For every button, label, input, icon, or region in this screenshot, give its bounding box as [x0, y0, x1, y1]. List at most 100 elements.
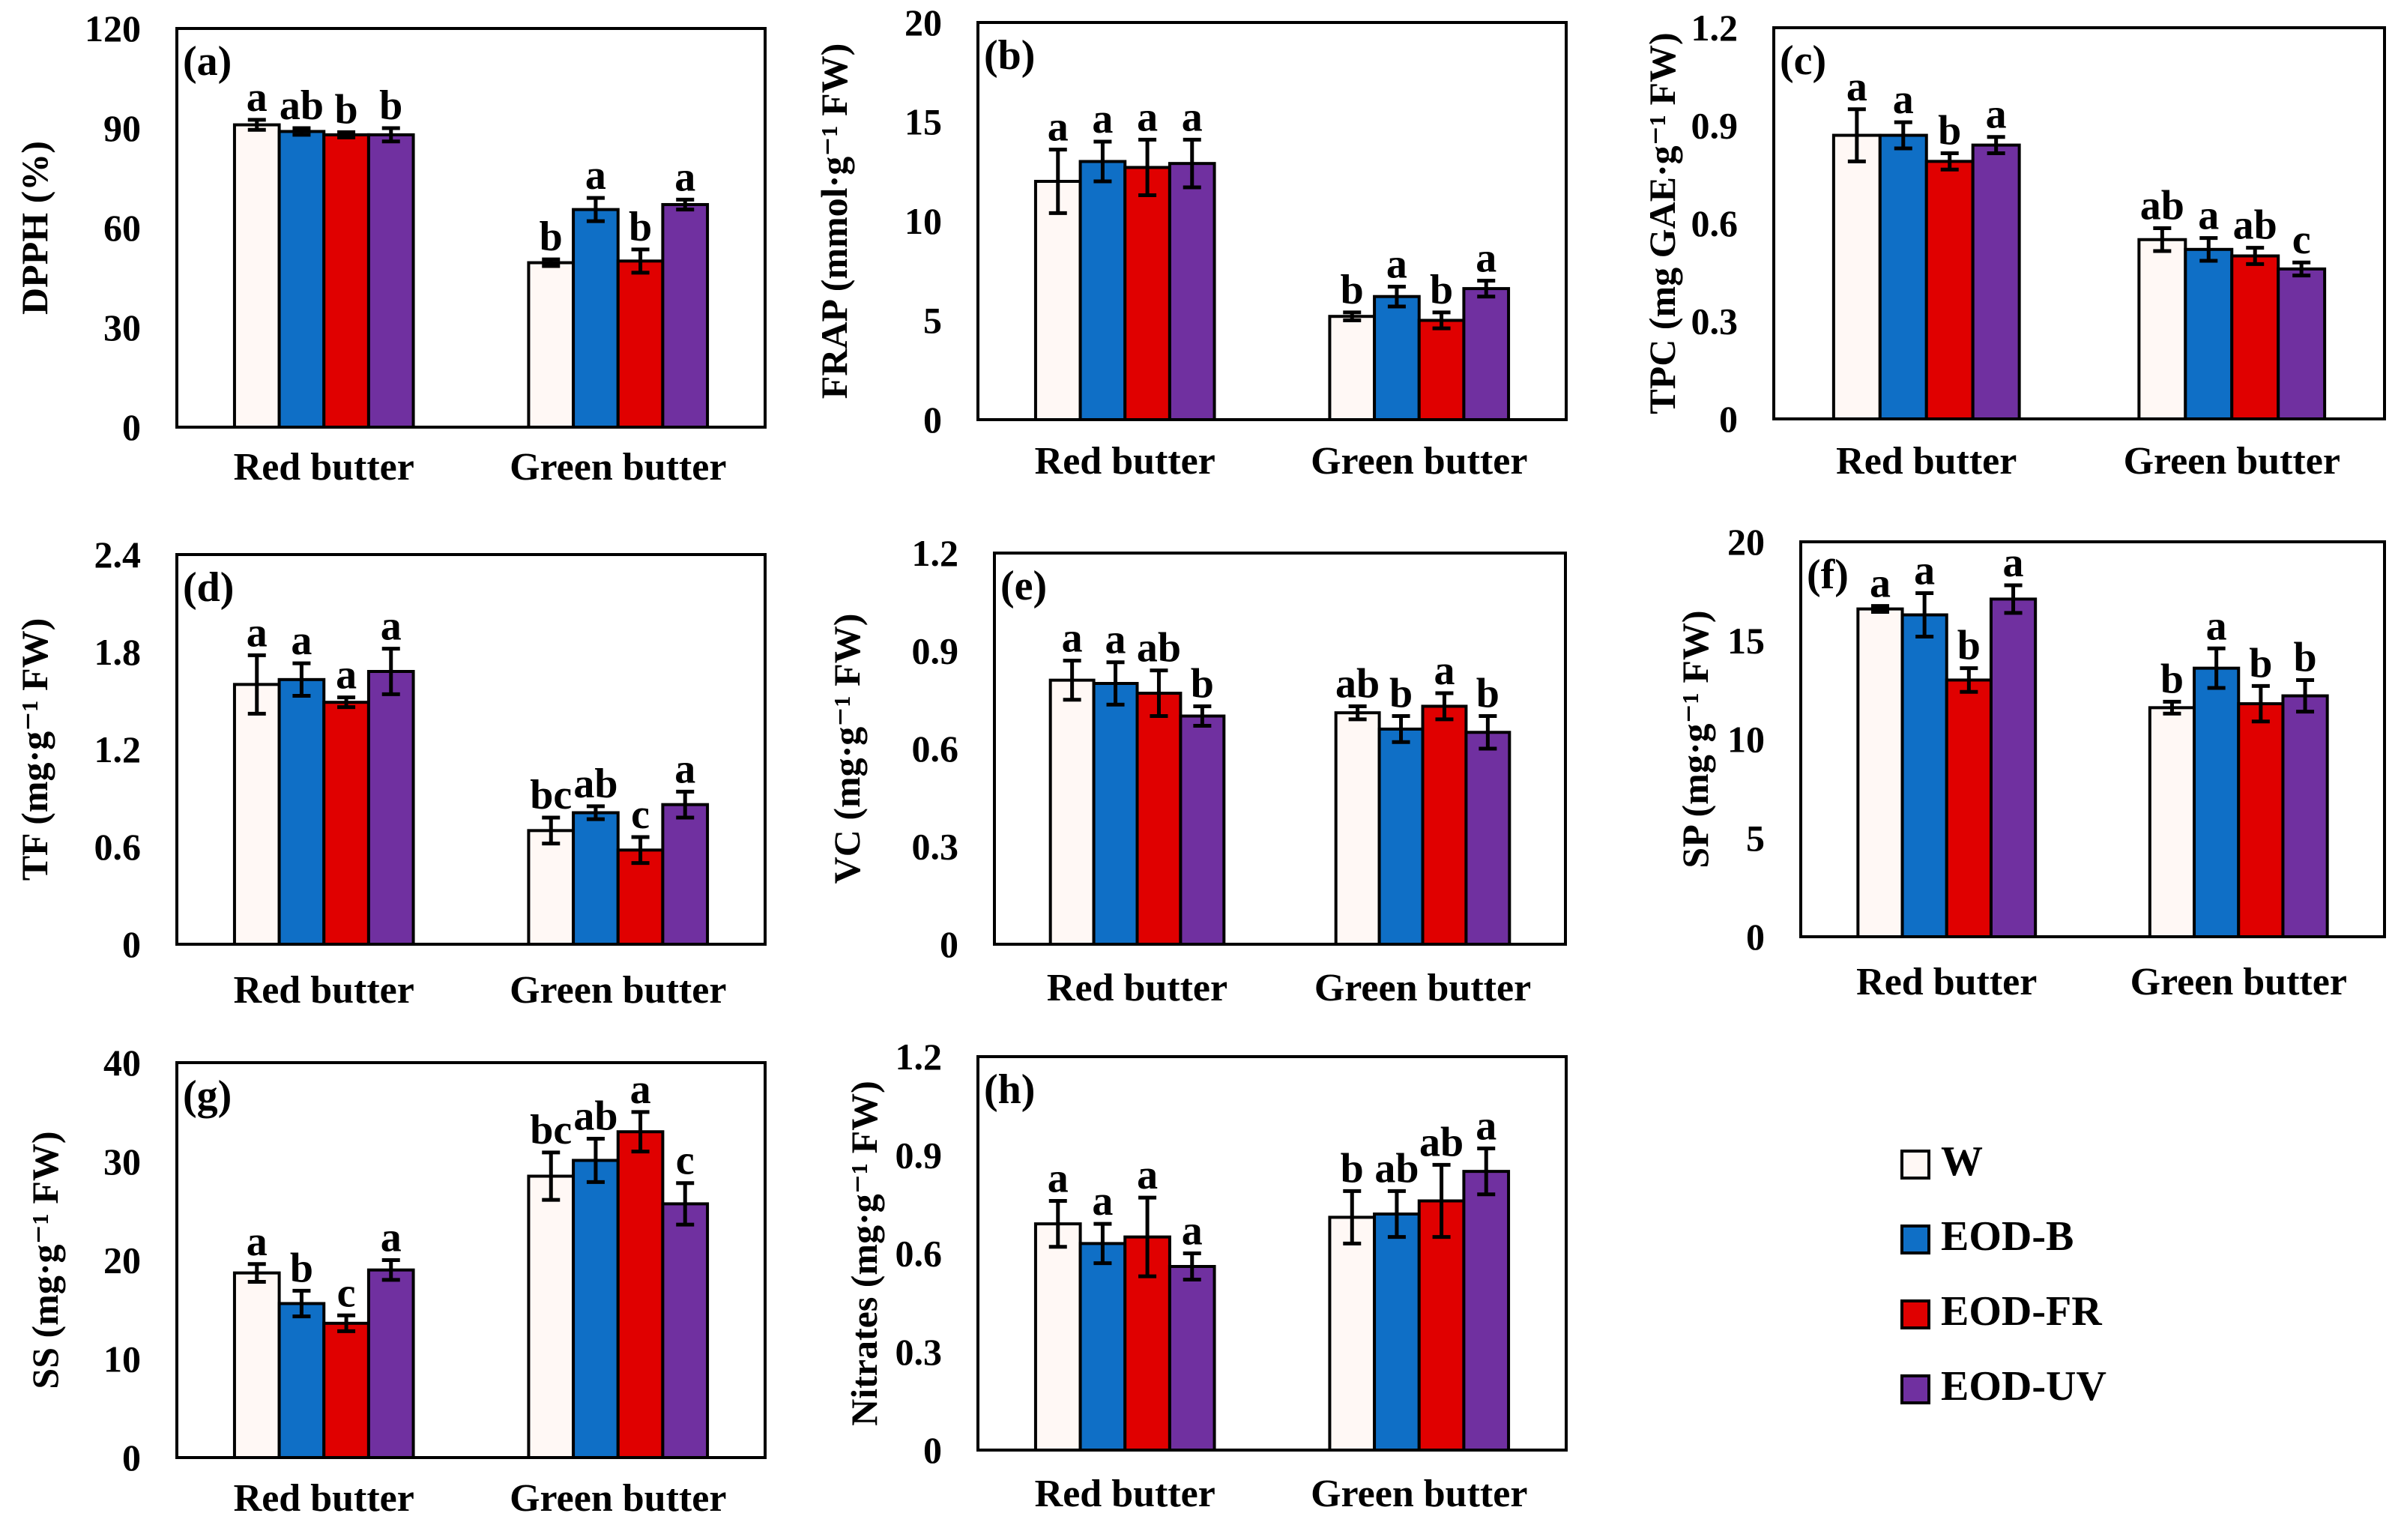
- significance-letter: a: [1846, 64, 1867, 110]
- y-tick-label: 10: [904, 200, 942, 242]
- y-axis-label: VC (mg·g⁻¹ FW): [826, 614, 868, 884]
- bar-w: [2137, 238, 2187, 420]
- bar-eod-b: [1900, 613, 1948, 938]
- y-tick-label: 0.3: [896, 1331, 943, 1373]
- significance-letter: b: [1938, 107, 1961, 154]
- panel-label: (g): [183, 1072, 232, 1119]
- y-tick-label: 0: [940, 923, 958, 965]
- bar-eod-fr: [616, 1130, 665, 1459]
- y-tick-label: 0.6: [94, 826, 142, 868]
- legend-label-eod-fr: EOD-FR: [1941, 1288, 2102, 1335]
- y-tick-label: 20: [103, 1239, 141, 1281]
- panel-label: (d): [183, 564, 234, 611]
- legend-swatch-w: [1900, 1150, 1930, 1180]
- significance-letter: b: [2160, 656, 2184, 702]
- bar-eod-b: [1377, 727, 1425, 946]
- legend-label-eod-b: EOD-B: [1941, 1213, 2074, 1260]
- y-tick-label: 0.3: [912, 826, 959, 868]
- bar-eod-fr: [1417, 318, 1466, 421]
- significance-letter: a: [1870, 561, 1891, 607]
- significance-letter: a: [1062, 615, 1083, 662]
- y-tick-label: 0: [122, 406, 141, 448]
- x-category-label: Green butter: [510, 446, 726, 489]
- bar-eod-b: [572, 208, 620, 429]
- significance-letter: bc: [530, 772, 572, 818]
- significance-letter: a: [247, 609, 268, 656]
- bar-eod-uv: [661, 202, 710, 429]
- legend-label-eod-uv: EOD-UV: [1941, 1363, 2106, 1410]
- panel-label: (h): [984, 1066, 1035, 1113]
- significance-letter: ab: [2140, 183, 2184, 229]
- y-tick-label: 0: [1719, 398, 1738, 440]
- y-axis-label: SP (mg·g⁻¹ FW): [1674, 610, 1716, 868]
- x-category-label: Green butter: [2130, 961, 2347, 1003]
- bar-eod-b: [1078, 160, 1127, 421]
- bar-eod-fr: [616, 259, 665, 429]
- bar-eod-fr: [1421, 704, 1468, 946]
- significance-letter: a: [1105, 617, 1126, 663]
- significance-letter: a: [1048, 104, 1069, 151]
- significance-letter: b: [1341, 267, 1364, 313]
- y-tick-label: 1.2: [912, 532, 959, 574]
- significance-letter: a: [247, 74, 268, 121]
- bar-eod-uv: [661, 1202, 710, 1459]
- bar-eod-fr: [2237, 702, 2285, 938]
- significance-letter: ab: [280, 82, 324, 129]
- bar-eod-uv: [661, 803, 710, 946]
- significance-letter: ab: [1335, 660, 1380, 707]
- bar-eod-uv: [2277, 267, 2327, 420]
- significance-letter: ab: [1374, 1145, 1419, 1192]
- significance-letter: a: [674, 154, 695, 200]
- bar-eod-b: [1373, 1213, 1421, 1452]
- bar-eod-fr: [322, 701, 370, 946]
- significance-letter: a: [1476, 1103, 1497, 1150]
- y-tick-label: 30: [103, 1141, 141, 1183]
- x-category-label: Red butter: [1856, 961, 2037, 1003]
- significance-letter: a: [247, 1219, 268, 1265]
- panel-label: (e): [1000, 563, 1047, 609]
- bar-eod-fr: [1417, 1199, 1466, 1452]
- x-category-label: Red butter: [1035, 1473, 1215, 1515]
- bar-eod-uv: [1168, 162, 1216, 421]
- x-category-label: Red butter: [234, 446, 414, 489]
- y-tick-label: 0: [923, 399, 942, 441]
- bar-w: [1033, 1222, 1082, 1452]
- y-tick-label: 0: [122, 923, 141, 965]
- y-axis-label: FRAP (mmol·g⁻¹ FW): [813, 43, 855, 399]
- bar-w: [527, 829, 576, 946]
- bar-w: [232, 123, 281, 429]
- significance-letter: b: [1341, 1145, 1364, 1192]
- significance-letter: a: [1182, 1208, 1203, 1254]
- bar-eod-uv: [1989, 597, 2038, 938]
- bar-eod-uv: [2281, 694, 2329, 939]
- y-tick-label: 15: [1727, 620, 1765, 662]
- significance-letter: b: [629, 204, 652, 250]
- plot-frame: [175, 1061, 767, 1459]
- bar-eod-uv: [366, 133, 415, 429]
- bar-w: [1033, 180, 1082, 421]
- bar-eod-fr: [322, 1321, 370, 1459]
- plot-frame: [993, 552, 1567, 946]
- significance-letter: ab: [2233, 202, 2277, 249]
- significance-letter: a: [585, 152, 606, 199]
- bar-eod-b: [277, 1302, 326, 1459]
- bar-w: [232, 683, 281, 946]
- significance-letter: a: [1434, 647, 1455, 694]
- x-category-label: Red butter: [234, 969, 414, 1012]
- x-category-label: Green butter: [1311, 1473, 1527, 1515]
- plot-frame: [976, 21, 1568, 421]
- significance-letter: c: [2292, 217, 2311, 263]
- plot-frame: [175, 553, 767, 946]
- significance-letter: ab: [573, 761, 617, 807]
- significance-letter: a: [336, 652, 357, 698]
- bar-eod-b: [2184, 247, 2234, 420]
- bar-eod-fr: [2230, 254, 2280, 420]
- significance-letter: a: [1182, 94, 1203, 140]
- panel-label: (f): [1807, 552, 1849, 598]
- y-tick-label: 15: [904, 101, 942, 143]
- y-tick-label: 0.3: [1691, 301, 1739, 342]
